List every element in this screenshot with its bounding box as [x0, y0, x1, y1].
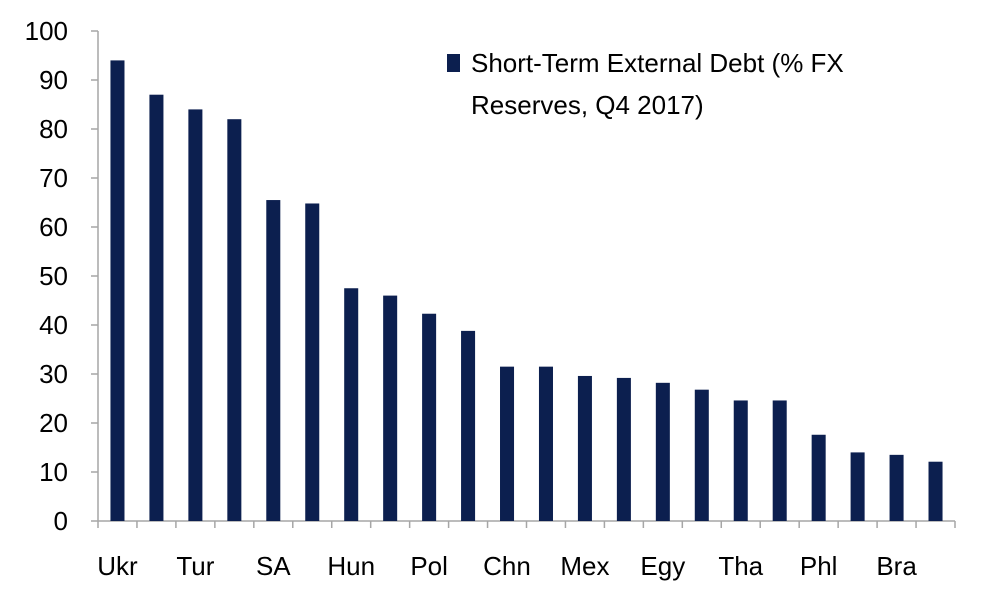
- y-axis: 0 10 20 30 40 50 60 70 80 90 100: [25, 16, 99, 536]
- bar: [266, 200, 281, 522]
- bar: [188, 109, 203, 522]
- bar: [772, 400, 787, 521]
- y-tick-label: 80: [39, 114, 68, 144]
- y-tick-label: 30: [39, 359, 68, 389]
- bar: [577, 375, 592, 521]
- legend-label-line-1: Short-Term External Debt (% FX: [471, 48, 844, 78]
- bar: [655, 382, 670, 521]
- y-tick-label: 0: [54, 506, 68, 536]
- bar: [227, 119, 242, 521]
- legend-label-line-2: Reserves, Q4 2017): [471, 90, 704, 120]
- x-category-label: Phl: [800, 551, 838, 581]
- y-tick-label: 70: [39, 163, 68, 193]
- x-category-label: Pol: [410, 551, 448, 581]
- bar: [149, 94, 164, 521]
- legend-swatch: [447, 54, 460, 72]
- bar: [344, 288, 359, 521]
- bar: [850, 452, 865, 521]
- bar-series: [110, 60, 943, 522]
- bar: [422, 313, 437, 521]
- x-category-label: SA: [256, 551, 291, 581]
- bar: [110, 60, 125, 522]
- x-category-label: Mex: [560, 551, 609, 581]
- bar: [694, 389, 709, 521]
- x-category-label: Tha: [718, 551, 763, 581]
- y-tick-label: 10: [39, 457, 68, 487]
- bar: [733, 400, 748, 521]
- bar: [538, 366, 553, 521]
- bar: [500, 366, 515, 521]
- x-axis: Ukr Tur SA Hun Pol Chn Mex Egy Tha Phl Bra: [97, 520, 956, 581]
- y-tick-label: 60: [39, 212, 68, 242]
- bar: [889, 454, 904, 521]
- y-tick-label: 50: [39, 261, 68, 291]
- x-category-label: Bra: [876, 551, 917, 581]
- y-tick-label: 20: [39, 408, 68, 438]
- x-category-label: Tur: [176, 551, 214, 581]
- y-tick-label: 100: [25, 16, 68, 46]
- x-category-label: Ukr: [97, 551, 138, 581]
- bar: [305, 203, 320, 522]
- bar: [811, 434, 826, 521]
- bar: [616, 377, 631, 521]
- bar: [383, 295, 398, 521]
- x-category-label: Egy: [640, 551, 685, 581]
- bar: [928, 461, 943, 521]
- legend: Short-Term External Debt (% FX Reserves,…: [447, 48, 844, 120]
- y-tick-label: 40: [39, 310, 68, 340]
- x-category-label: Hun: [327, 551, 375, 581]
- x-category-label: Chn: [483, 551, 531, 581]
- y-tick-label: 90: [39, 65, 68, 95]
- bar: [461, 330, 476, 521]
